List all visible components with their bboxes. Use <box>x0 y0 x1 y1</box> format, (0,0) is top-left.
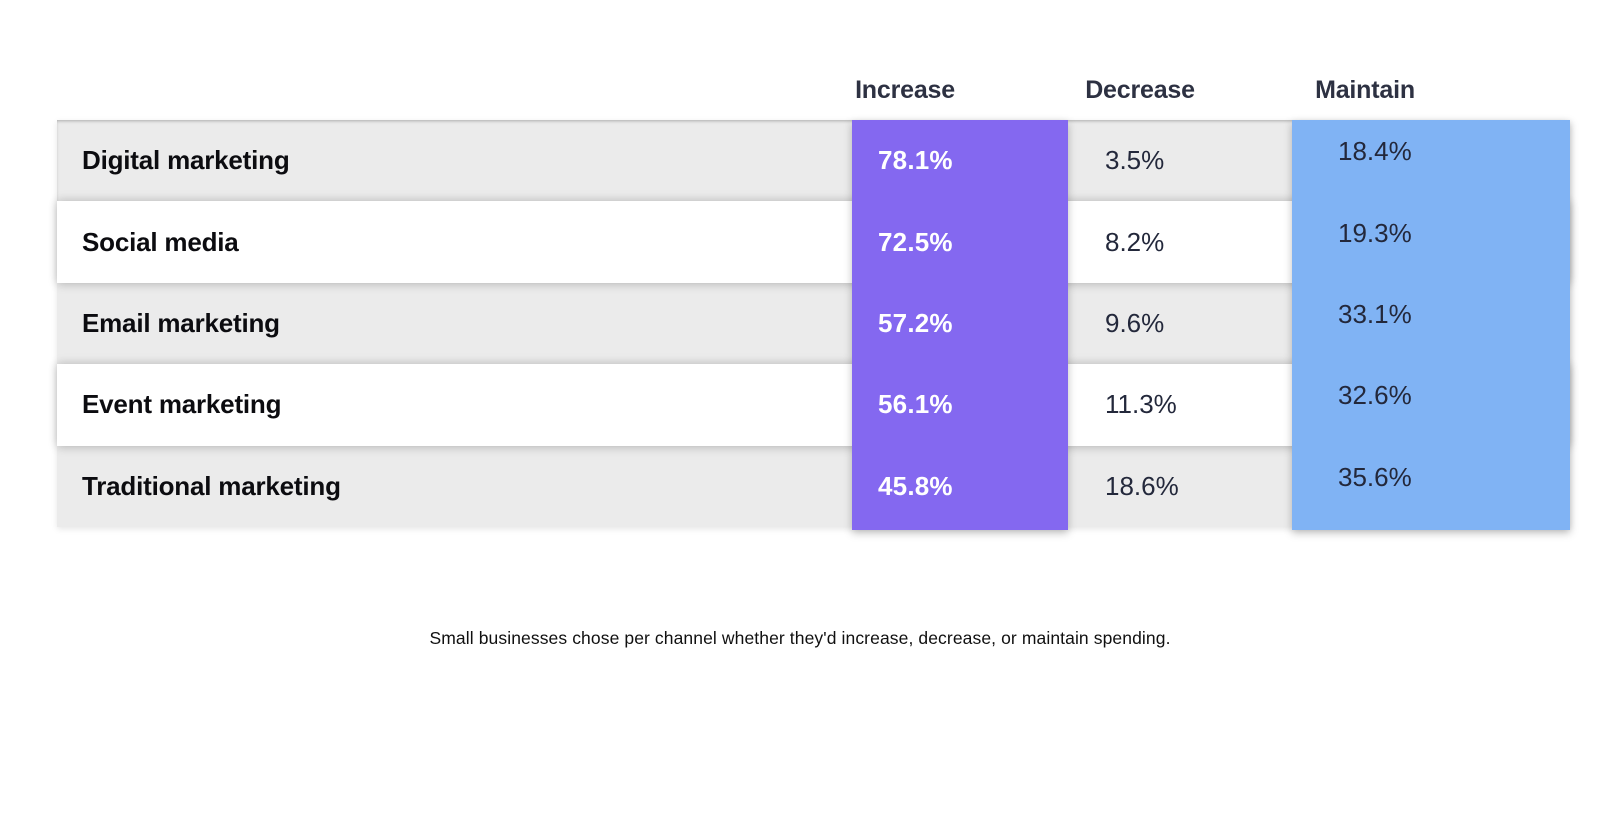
row-label: Event marketing <box>82 389 282 420</box>
increase-column-highlight <box>852 120 1068 530</box>
decrease-value: 9.6% <box>1105 307 1165 338</box>
spending-table: Digital marketing 78.1% 3.5% 18.4% Socia… <box>57 120 1570 530</box>
column-header-increase: Increase <box>855 76 955 104</box>
table-caption: Small businesses chose per channel wheth… <box>429 628 1171 648</box>
decrease-value: 3.5% <box>1105 145 1165 176</box>
table-row: Social media 72.5% 8.2% 19.3% <box>57 201 1570 282</box>
decrease-value: 18.6% <box>1105 470 1179 501</box>
decrease-value: 8.2% <box>1105 226 1165 257</box>
table-row: Digital marketing 78.1% 3.5% 18.4% <box>57 120 1570 201</box>
column-header-decrease: Decrease <box>1085 76 1195 104</box>
increase-value: 57.2% <box>878 307 953 338</box>
decrease-value: 11.3% <box>1105 389 1177 420</box>
maintain-value: 19.3% <box>1338 217 1412 248</box>
table-row: Email marketing 57.2% 9.6% 33.1% <box>57 283 1570 364</box>
increase-value: 72.5% <box>878 226 953 257</box>
row-label: Social media <box>82 226 239 257</box>
maintain-value: 32.6% <box>1338 380 1412 411</box>
maintain-value: 33.1% <box>1338 298 1412 329</box>
table-row: Event marketing 56.1% 11.3% 32.6% <box>57 364 1570 445</box>
increase-value: 56.1% <box>878 389 953 420</box>
maintain-column-highlight <box>1292 120 1570 530</box>
increase-value: 45.8% <box>878 470 953 501</box>
maintain-value: 35.6% <box>1338 461 1412 492</box>
table-row: Traditional marketing 45.8% 18.6% 35.6% <box>57 446 1570 527</box>
row-label: Traditional marketing <box>82 470 341 501</box>
increase-value: 78.1% <box>878 145 953 176</box>
maintain-value: 18.4% <box>1338 136 1412 167</box>
column-header-maintain: Maintain <box>1315 76 1415 104</box>
row-label: Email marketing <box>82 307 280 338</box>
row-label: Digital marketing <box>82 145 290 176</box>
